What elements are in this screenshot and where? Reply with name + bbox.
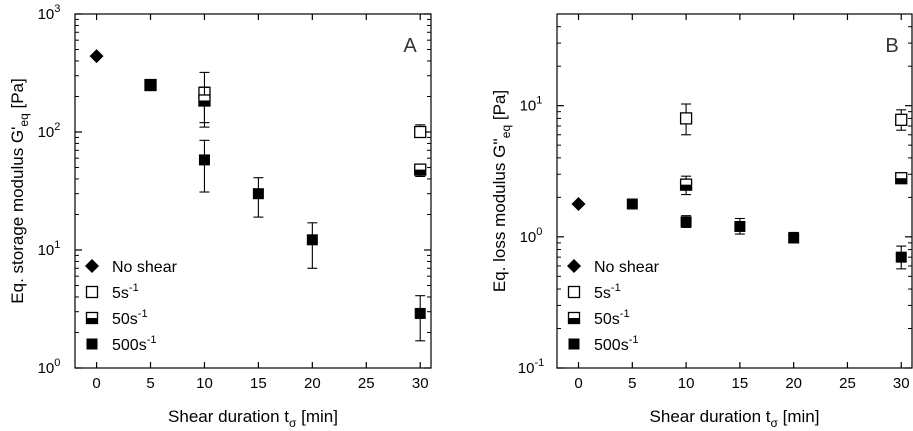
data-point-open-square [679,112,693,125]
legend-label: 500s-1 [594,334,638,354]
data-point-half-square [679,178,693,191]
x-tick-label: 20 [785,375,802,392]
half-square-fill [414,169,426,176]
data-point-filled-square [734,220,746,232]
series-diamond [571,196,586,211]
legend-marker-filled-square [86,338,98,350]
data-point-diamond [89,49,104,64]
data-point-half-square [414,163,427,176]
x-tick-label: 5 [146,375,154,392]
data-point-diamond [571,196,586,211]
legend-marker-half-square [85,311,99,325]
x-tick-label: 0 [92,375,100,392]
series-open-square [198,71,427,139]
half-square-fill [680,184,692,191]
data-point-open-square [414,125,427,139]
legend-marker-half-square [567,311,581,325]
x-tick-label: 10 [196,375,213,392]
data-point-filled-square [680,216,692,228]
data-point-filled-square [414,307,426,319]
half-square-fill [198,100,210,106]
series-diamond [89,49,104,64]
legend-label: No shear [594,259,660,276]
y-tick-label: 100 [38,357,61,377]
x-tick-label: 15 [732,375,749,392]
y-tick-label: 100 [520,226,543,246]
half-square-fill [895,178,907,184]
legend-marker-diamond [567,259,581,273]
legend-label: No shear [112,259,178,276]
x-tick-label: 0 [574,375,582,392]
legend-label: 50s-1 [594,308,630,328]
x-tick-label: 20 [304,375,321,392]
half-square-fill [568,318,580,324]
x-tick-label: 30 [893,375,910,392]
data-point-half-square [198,94,211,107]
x-tick-label: 15 [250,375,267,392]
series-filled-square [145,79,426,342]
legend: No shear 5s-1 50s-1 500s-1 [85,259,178,354]
y-axis-label: Eq. loss modulus G''eq [Pa] [490,90,513,292]
y-tick-label: 103 [38,3,61,23]
data-point-filled-square [145,79,157,91]
plot-frame [74,13,432,369]
data-point-filled-square [626,198,638,210]
data-point-filled-square [198,154,210,166]
x-tick-label: 10 [678,375,695,392]
legend-marker-open-square [567,285,581,299]
series-half-square [144,78,427,178]
data-point-filled-square [788,232,800,244]
panel-letter: A [403,35,417,57]
legend-label: 5s-1 [594,282,621,302]
legend: No shear 5s-1 50s-1 500s-1 [567,259,660,354]
panel-b-loss-modulus: 0 5 10 15 20 25 30 10-1 100 101 B Shear duration tσ… [490,13,913,430]
legend-marker-diamond [85,259,99,273]
data-point-open-square [895,113,908,126]
data-point-filled-square [252,188,264,200]
data-point-half-square [895,172,908,185]
x-tick-label: 5 [628,375,636,392]
data-point-filled-square [306,234,318,246]
legend-label: 50s-1 [112,308,148,328]
y-tick-label: 101 [38,239,61,259]
x-axis-label: Shear duration tσ [min] [168,407,338,430]
plot-frame [556,13,913,369]
legend-marker-filled-square [568,338,580,350]
legend-marker-open-square [85,285,99,299]
panel-a-storage-modulus: 0 5 10 15 20 25 30 100 101 102 103 A Shear duration … [8,3,432,430]
x-tick-label: 30 [412,375,429,392]
x-tick-label: 25 [358,375,375,392]
half-square-fill [86,318,98,324]
series-open-square [679,103,908,136]
y-tick-label: 102 [38,121,61,141]
series-half-square [679,172,908,196]
legend-label: 5s-1 [112,282,139,302]
panel-letter: B [885,35,898,57]
y-axis-label: Eq. storage modulus G'eq [Pa] [8,78,31,303]
data-point-filled-square [895,251,907,263]
x-tick-label: 25 [839,375,856,392]
x-axis-label: Shear duration tσ [min] [650,407,820,430]
legend-label: 500s-1 [112,334,156,354]
series-filled-square [626,198,907,270]
y-tick-label: 10-1 [518,357,544,377]
y-tick-label: 101 [520,95,543,115]
